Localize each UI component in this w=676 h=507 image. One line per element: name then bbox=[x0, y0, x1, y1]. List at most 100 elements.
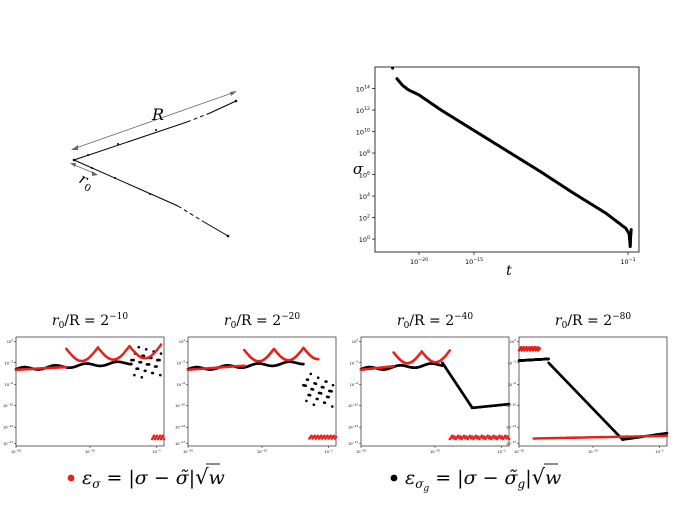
red-error-point bbox=[453, 435, 456, 438]
red-error-point bbox=[494, 435, 498, 438]
black-error-point bbox=[330, 390, 333, 393]
black-error-point bbox=[144, 369, 147, 373]
black-error-point bbox=[158, 358, 161, 362]
panel-y-tick-label: 10−2 bbox=[5, 360, 14, 366]
panel-y-tick-label: 10−14 bbox=[175, 424, 185, 430]
error-panel-2: r0/R = 2−20 102 10−2 10−6 10−10 10−14 10−17 10−… bbox=[175, 312, 338, 454]
black-error-point bbox=[331, 405, 334, 408]
main-y-tick-label: 1014 bbox=[356, 85, 370, 94]
ray-nodes bbox=[72, 99, 238, 238]
red-error-point bbox=[468, 434, 472, 438]
black-error-point bbox=[327, 395, 330, 399]
panel-y-tick-label: 10−10 bbox=[348, 403, 358, 409]
panel-y-tick-label: 102 bbox=[179, 338, 186, 344]
black-error-point bbox=[142, 354, 146, 358]
error-panel-4: r0/R = 2−80 102 10−2 10−6 10−10 10−14 10−17 10−… bbox=[506, 312, 669, 454]
black-error-point bbox=[316, 376, 320, 380]
black-error-point bbox=[147, 363, 151, 366]
panel-x-tick-label: 10−20 bbox=[11, 448, 21, 454]
main-y-tick-label: 100 bbox=[359, 235, 370, 244]
red-error-point bbox=[326, 434, 329, 438]
panel-frame bbox=[187, 336, 337, 447]
red-error-point bbox=[506, 435, 510, 438]
red-error-point bbox=[498, 434, 501, 438]
red-error-point bbox=[528, 345, 531, 349]
main-y-tick-label: 108 bbox=[359, 149, 370, 158]
black-error-point bbox=[159, 352, 163, 355]
red-error-point bbox=[507, 437, 511, 441]
upper-ray-dashed bbox=[186, 112, 211, 123]
R-label: R bbox=[151, 105, 164, 124]
lower-ray-end bbox=[203, 221, 229, 237]
black-error-point bbox=[132, 358, 135, 362]
black-error-point bbox=[306, 378, 310, 382]
main-data-point bbox=[629, 228, 633, 232]
black-error-point bbox=[319, 392, 323, 395]
legend: εσ = |σ − σ̃|√w εσg = |σ − σ̃g|√w bbox=[67, 463, 561, 494]
main-plot-xlabel: t bbox=[506, 263, 512, 279]
black-error-point bbox=[308, 394, 312, 397]
panel-y-tick-label: 10−6 bbox=[177, 381, 186, 387]
black-error-point bbox=[547, 357, 550, 361]
legend-black-formula: εσg = |σ − σ̃g|√w bbox=[405, 465, 561, 494]
red-error-point bbox=[162, 437, 166, 441]
panel-y-tick-label: 10−10 bbox=[506, 403, 516, 409]
red-error-point bbox=[242, 364, 246, 368]
red-error-point bbox=[504, 434, 507, 438]
main-plot-x-ticks: 10−20 10−15 10−1 bbox=[410, 252, 636, 266]
panel-y-tick-label: 102 bbox=[7, 338, 14, 344]
main-y-tick-label: 106 bbox=[359, 171, 370, 180]
error-panels: r0/R = 2−10 102 10−2 10−6 10−10 10−14 10−17 10−… bbox=[3, 312, 669, 454]
red-error-point bbox=[459, 435, 462, 438]
geometry-diagram: R r 0 bbox=[70, 91, 238, 238]
panel-title: r0/R = 2−10 bbox=[52, 312, 129, 331]
main-plot-frame bbox=[374, 66, 640, 253]
red-error-point bbox=[519, 345, 523, 349]
panel-frame bbox=[360, 336, 510, 447]
panel-y-tick-label: 10−6 bbox=[508, 381, 517, 387]
R-dimension-line bbox=[72, 91, 236, 150]
panel-x-tick-label: 10−15 bbox=[430, 448, 440, 454]
panel-x-tick-label: 10−20 bbox=[356, 448, 366, 454]
panel-y-tick-label: 10−6 bbox=[5, 381, 14, 387]
red-error-point bbox=[665, 434, 669, 438]
panel-x-tick-label: 10−20 bbox=[183, 448, 193, 454]
black-error-point bbox=[302, 362, 305, 366]
panel-y-tick-label: 10−2 bbox=[177, 360, 186, 366]
panel-y-tick-label: 10−10 bbox=[3, 403, 13, 409]
r0-arrow-right bbox=[92, 171, 98, 176]
black-error-point bbox=[137, 345, 141, 349]
black-error-point bbox=[136, 367, 140, 371]
panel-y-tick-label: 10−17 bbox=[175, 440, 185, 446]
red-error-point bbox=[492, 434, 495, 438]
R-arrow-right bbox=[230, 91, 237, 96]
black-error-point bbox=[309, 372, 313, 376]
panel-y-tick-label: 10−2 bbox=[350, 360, 359, 366]
upper-ray-end bbox=[209, 100, 237, 114]
red-error-point bbox=[465, 435, 468, 438]
red-error-point bbox=[310, 434, 313, 438]
red-error-point bbox=[500, 435, 504, 438]
main-plot-ylabel: σ bbox=[353, 160, 364, 178]
legend-red-formula: εσ = |σ − σ̃|√w bbox=[82, 465, 225, 491]
panel-y-tick-label: 10−17 bbox=[348, 440, 358, 446]
panel-frame bbox=[15, 336, 165, 447]
panel-x-tick-label: 10−1 bbox=[497, 448, 506, 454]
black-error-point bbox=[507, 402, 511, 406]
main-y-tick-label: 1012 bbox=[356, 106, 370, 115]
legend-red-marker bbox=[67, 474, 75, 482]
black-error-point bbox=[155, 365, 158, 368]
svg-text:0: 0 bbox=[82, 182, 93, 195]
main-x-tick-label: 10−1 bbox=[620, 257, 635, 266]
main-plot-points bbox=[391, 66, 633, 249]
panel-x-tick-label: 10−15 bbox=[85, 448, 95, 454]
red-error-point bbox=[158, 434, 162, 438]
panel-x-tick-label: 10−15 bbox=[257, 448, 267, 454]
red-error-point bbox=[530, 345, 534, 349]
black-error-point bbox=[144, 348, 148, 351]
red-error-point bbox=[332, 434, 336, 438]
red-error-point bbox=[462, 434, 466, 438]
main-plot-y-ticks: 1014 1012 1010 108 106 104 102 100 bbox=[356, 85, 375, 244]
